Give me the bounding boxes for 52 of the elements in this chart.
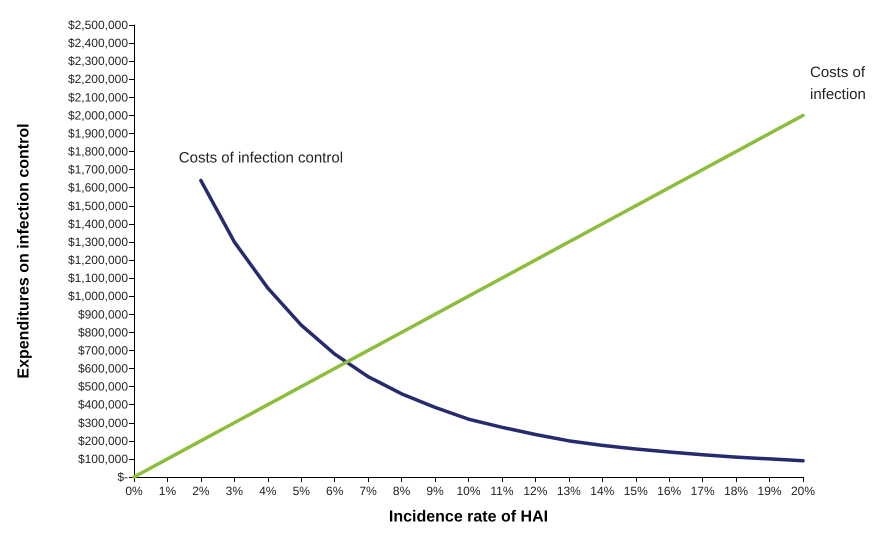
y-tick-label: $500,000 (78, 380, 128, 394)
x-axis-title: Incidence rate of HAI (388, 508, 548, 526)
y-tick-label: $1,300,000 (68, 234, 128, 249)
y-tick-label: $2,400,000 (68, 36, 128, 50)
y-tick-label: $600,000 (78, 362, 128, 376)
y-tick-label: $1,200,000 (68, 253, 128, 268)
y-tick-label: $2,500,000 (68, 18, 128, 32)
y-tick-label: $800,000 (78, 325, 128, 340)
series-label: Costs of infection control (178, 149, 344, 166)
x-tick-label: 15% (624, 484, 648, 498)
x-tick-label: 7% (359, 484, 378, 498)
y-tick-label: $200,000 (78, 434, 128, 448)
x-tick-label: 20% (790, 484, 816, 498)
x-tick-label: 13% (556, 484, 582, 498)
y-tick-label: $2,300,000 (68, 54, 128, 68)
x-tick-label: 9% (426, 484, 444, 498)
line-series (199, 178, 805, 462)
y-tick-label: $1,900,000 (68, 126, 128, 140)
y-tick-label: $300,000 (78, 416, 128, 430)
x-tick-label: 14% (590, 484, 615, 498)
x-tick-label: 19% (758, 484, 782, 498)
series-label: Costs of infection (810, 64, 870, 103)
y-tick-label: $1,100,000 (68, 271, 128, 286)
y-axis-title: Expenditures on infection control (16, 123, 32, 379)
y-tick-label: $1,400,000 (68, 216, 128, 231)
y-tick-label: $1,600,000 (68, 180, 128, 195)
y-tick-label: $700,000 (78, 343, 128, 358)
y-tick-label: $100,000 (78, 452, 128, 466)
y-tick-label: $400,000 (78, 398, 128, 412)
y-tick-label: $- (117, 470, 128, 484)
y-tick-label: $900,000 (78, 307, 128, 322)
y-tick-label: $2,100,000 (68, 90, 128, 104)
y-tick-label: $1,000,000 (68, 289, 128, 304)
x-tick-label: 17% (690, 484, 715, 498)
y-tick-label: $2,200,000 (68, 72, 128, 86)
x-tick-label: 18% (724, 484, 748, 498)
x-tick-label: 11% (490, 484, 514, 498)
x-tick-label: 4% (259, 484, 277, 498)
y-tick-label: $1,700,000 (68, 162, 128, 177)
x-tick-label: 16% (657, 484, 682, 498)
y-tick-label: $1,800,000 (68, 144, 128, 159)
x-tick-label: 2% (192, 484, 210, 498)
y-tick-label: $2,000,000 (68, 108, 128, 122)
x-tick-label: 1% (158, 484, 176, 498)
x-tick-label: 6% (326, 484, 344, 498)
x-tick-label: 0% (125, 484, 143, 498)
y-tick-label: $1,500,000 (68, 198, 128, 213)
x-tick-label: 10% (456, 484, 481, 498)
x-tick-label: 3% (226, 484, 244, 498)
x-tick-label: 5% (292, 484, 310, 498)
x-tick-label: 12% (523, 484, 548, 498)
x-tick-label: 8% (392, 484, 411, 498)
